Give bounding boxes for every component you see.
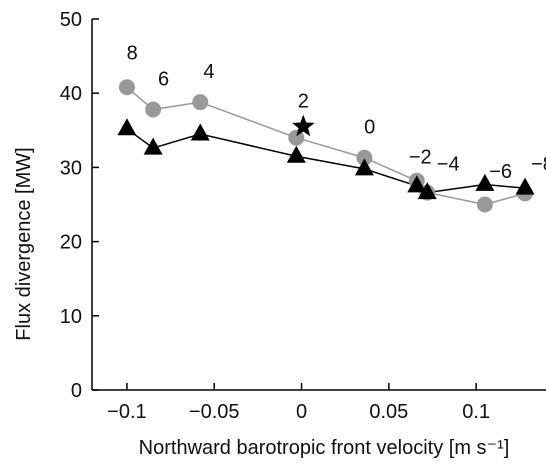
y-tick-label: 40 — [60, 83, 82, 105]
triangle-marker — [143, 137, 163, 155]
circle-marker — [118, 79, 135, 96]
point-annotation: −4 — [437, 154, 460, 176]
x-tick-label: −0.05 — [189, 401, 240, 423]
point-annotation: 8 — [127, 42, 138, 64]
point-annotation: 2 — [298, 91, 309, 113]
y-axis-title: Flux divergence [MW] — [13, 147, 35, 340]
point-annotation: 6 — [158, 68, 169, 90]
point-annotation: −2 — [409, 146, 432, 168]
x-tick-label: 0.05 — [369, 401, 408, 423]
y-tick-label: 30 — [60, 157, 82, 179]
triangle-marker — [417, 182, 437, 200]
x-axis-title: Northward barotropic front velocity [m s… — [139, 437, 510, 459]
star-marker — [291, 114, 315, 137]
y-tick-label: 20 — [60, 232, 82, 254]
y-tick-label: 50 — [60, 9, 82, 31]
triangle-marker — [117, 118, 137, 136]
point-annotation: −8 — [531, 154, 546, 176]
circle-marker — [476, 196, 493, 213]
point-annotation: 4 — [203, 61, 214, 83]
x-tick-label: −0.1 — [107, 401, 146, 423]
triangle-marker — [190, 123, 210, 141]
triangle-marker — [354, 158, 374, 176]
triangle-marker — [407, 175, 427, 193]
x-tick-label: 0 — [296, 401, 307, 423]
circle-marker — [192, 94, 209, 111]
y-tick-label: 10 — [60, 306, 82, 328]
point-annotation: −6 — [489, 161, 512, 183]
point-annotation: 0 — [364, 117, 375, 139]
y-tick-label: 0 — [71, 380, 82, 402]
series-line-triangle — [126, 128, 526, 194]
triangle-marker — [286, 145, 306, 163]
x-tick-label: 0.1 — [462, 401, 490, 423]
triangle-marker — [515, 177, 535, 195]
circle-marker — [288, 129, 305, 146]
circle-marker — [356, 149, 373, 166]
triangle-marker — [475, 173, 495, 191]
circle-marker — [145, 101, 162, 118]
